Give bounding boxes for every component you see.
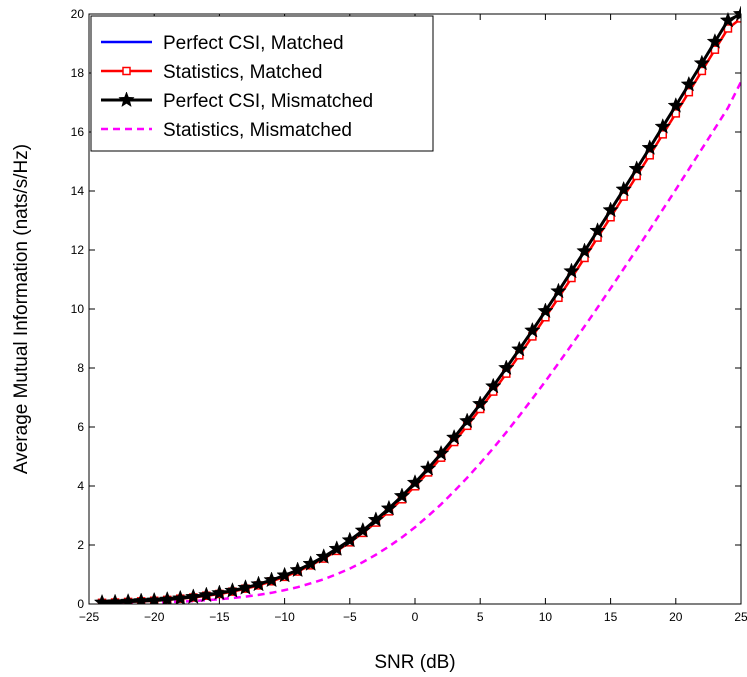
star-marker <box>250 575 267 592</box>
y-tick-label: 8 <box>77 361 84 375</box>
star-marker <box>511 340 528 357</box>
star-marker <box>602 201 619 218</box>
x-tick-label: 15 <box>604 610 618 624</box>
star-marker <box>302 555 319 571</box>
star-marker <box>458 412 476 429</box>
star-marker <box>276 566 293 583</box>
y-tick-label: 12 <box>71 243 85 257</box>
star-marker <box>445 428 463 445</box>
star-marker <box>328 540 346 556</box>
y-tick-label: 14 <box>71 184 85 198</box>
star-marker <box>576 242 593 259</box>
y-tick-label: 4 <box>77 479 84 493</box>
star-marker <box>315 548 332 564</box>
x-axis-title: SNR (dB) <box>374 652 455 673</box>
x-tick-label: 5 <box>477 610 484 624</box>
x-tick-label: −5 <box>343 610 357 624</box>
star-marker <box>172 589 189 604</box>
plot-frame <box>88 13 742 605</box>
legend: Perfect CSI, Matched Statistics, Matched P… <box>90 15 434 152</box>
star-marker <box>550 282 567 299</box>
star-marker <box>132 592 150 604</box>
series-line <box>102 81 741 604</box>
x-tick-label: −15 <box>209 610 230 624</box>
star-marker <box>106 593 124 604</box>
y-tick-label: 6 <box>77 420 84 434</box>
star-marker <box>419 459 437 476</box>
x-tick-label: 0 <box>412 610 419 624</box>
star-marker <box>341 531 359 548</box>
star-marker <box>471 395 489 412</box>
star-marker <box>719 11 737 28</box>
star-marker <box>524 321 541 338</box>
y-tick-label: 16 <box>71 125 85 139</box>
star-marker <box>354 521 372 538</box>
legend-label: Perfect CSI, Mismatched <box>163 91 373 112</box>
y-tick-label: 18 <box>71 66 85 80</box>
star-marker <box>211 584 228 601</box>
star-marker <box>615 180 632 197</box>
star-marker <box>119 592 137 604</box>
star-marker <box>263 571 280 588</box>
y-tick-label: 0 <box>77 597 84 611</box>
x-tick-label: −10 <box>274 610 295 624</box>
legend-label: Statistics, Mismatched <box>163 120 352 141</box>
star-marker <box>367 511 385 527</box>
star-marker <box>158 590 176 604</box>
star-marker <box>289 561 306 578</box>
y-tick-label: 20 <box>71 7 85 21</box>
star-marker <box>484 377 502 394</box>
star-marker <box>498 359 515 376</box>
x-tick-label: −25 <box>79 610 100 624</box>
star-marker <box>185 588 202 604</box>
legend-box <box>90 15 434 152</box>
star-marker <box>198 586 215 603</box>
legend-label: Statistics, Matched <box>163 62 322 83</box>
x-tick-label: 20 <box>669 610 683 624</box>
star-marker <box>628 160 645 176</box>
star-marker <box>641 139 658 155</box>
star-marker <box>680 75 698 92</box>
star-marker <box>432 444 450 461</box>
star-marker <box>563 262 580 279</box>
star-marker <box>654 117 672 134</box>
star-marker <box>93 593 111 604</box>
star-marker <box>667 97 685 113</box>
star-marker <box>537 302 554 319</box>
star-marker <box>393 487 411 504</box>
legend-star-marker <box>118 91 135 108</box>
x-tick-label: −20 <box>144 610 165 624</box>
star-marker <box>706 33 724 49</box>
axis-ticks: −25 −20 −15 −10 −5 0 5 10 15 20 25 0 2 4 6 8 10 12 14 16 18 2… <box>71 7 747 624</box>
y-axis-title: Average Mutual Information (nats/s/Hz) <box>11 144 32 474</box>
star-marker <box>732 5 741 22</box>
legend-label: Perfect CSI, Matched <box>163 33 344 54</box>
y-tick-label: 10 <box>71 302 85 316</box>
series-group <box>93 5 741 604</box>
x-tick-label: 10 <box>539 610 553 624</box>
plot-area <box>93 5 741 604</box>
star-marker <box>224 582 241 598</box>
star-marker <box>380 499 398 516</box>
legend-square-marker <box>122 66 131 76</box>
x-tick-label: 25 <box>734 610 747 624</box>
star-marker <box>589 222 606 238</box>
star-marker <box>406 474 424 490</box>
star-marker <box>693 54 711 71</box>
y-tick-label: 2 <box>77 538 84 552</box>
star-marker <box>237 579 254 595</box>
